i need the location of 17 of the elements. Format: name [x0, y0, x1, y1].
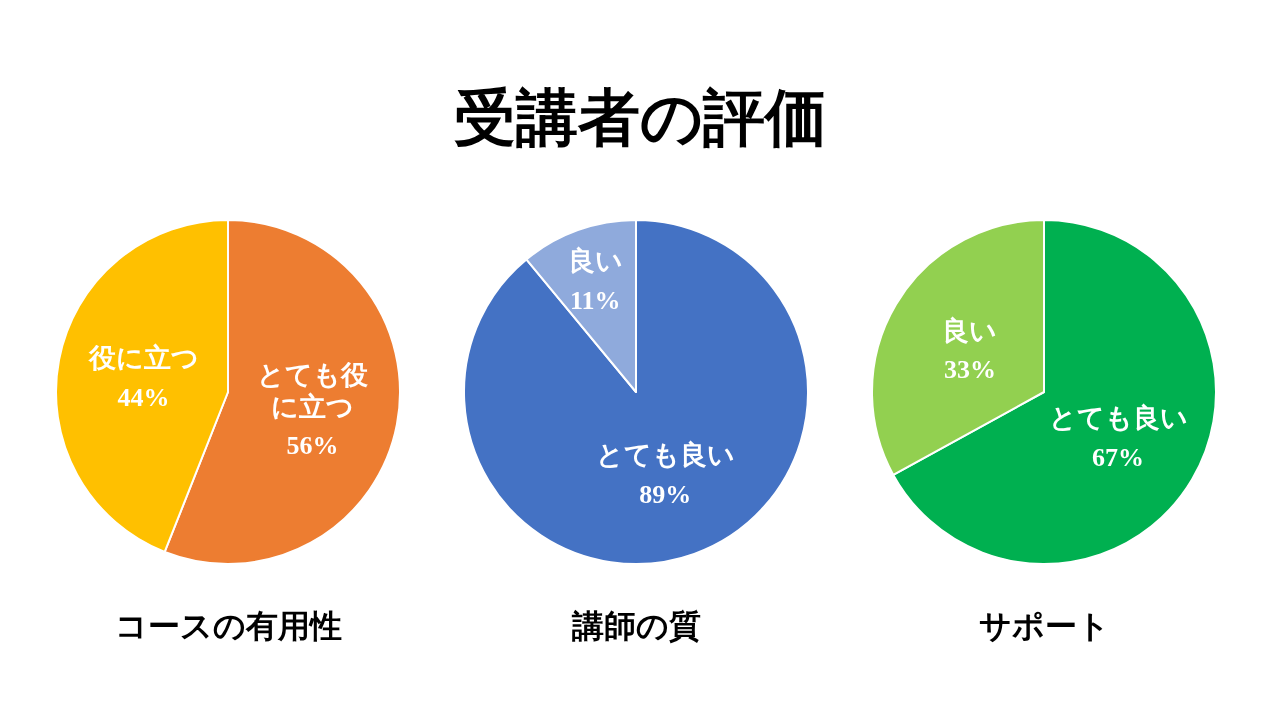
slice-label: 良い — [942, 314, 998, 346]
text: 講師の質 — [570, 607, 701, 645]
text: 受講者の評価 — [453, 81, 827, 155]
data-label: 56% — [286, 431, 339, 461]
slice-label: とても良い — [595, 439, 735, 471]
data-label: 44% — [117, 382, 170, 412]
text: コースの有用性 — [114, 607, 342, 645]
slice-label: とても役に立つ — [256, 358, 368, 422]
slice-label: 良い — [567, 245, 623, 277]
slice-label: とても良い — [1048, 402, 1188, 434]
slice-label: 役に立つ — [87, 342, 199, 374]
text: サポート — [978, 607, 1110, 645]
pie-slice — [463, 219, 809, 565]
data-label: 67% — [1092, 442, 1145, 472]
data-label: 11% — [569, 285, 621, 315]
data-label: 33% — [943, 355, 996, 385]
data-label: 89% — [639, 479, 692, 509]
